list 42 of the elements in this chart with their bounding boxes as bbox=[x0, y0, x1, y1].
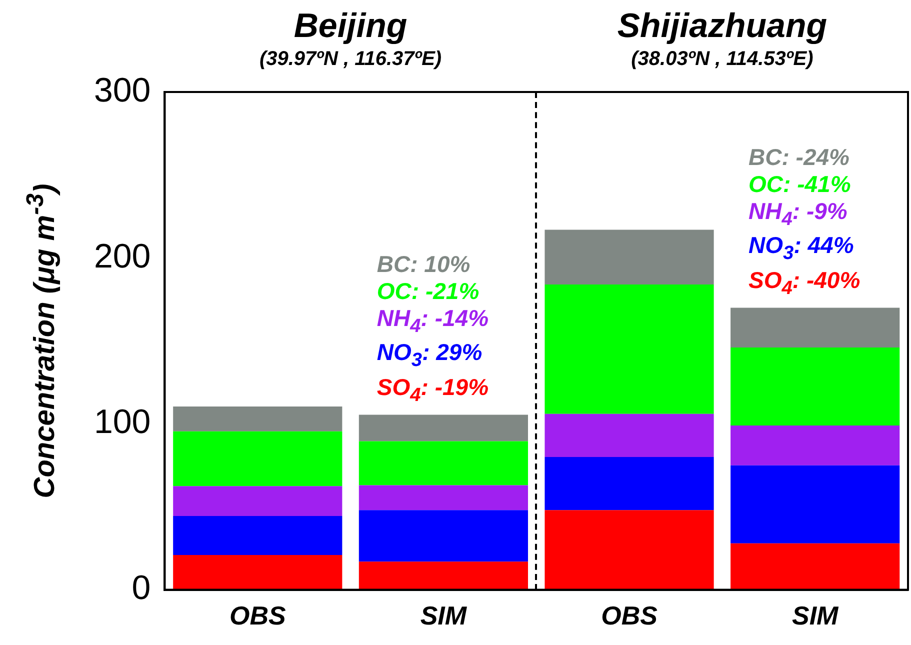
y-tick-label: 100 bbox=[94, 403, 151, 442]
x-tick-label: OBS bbox=[601, 600, 658, 631]
text: (39.97ºN , 116.37ºE) bbox=[259, 47, 442, 72]
annotation: OC: -41% bbox=[748, 170, 852, 198]
bar bbox=[544, 510, 714, 590]
y-tick-label: 300 bbox=[94, 71, 151, 110]
annotation: NH$_{4}$: -9% bbox=[748, 198, 848, 232]
annotation: OC: -21% bbox=[376, 278, 480, 305]
bar bbox=[173, 431, 342, 486]
annotation: SO$_{4}$: -40% bbox=[748, 267, 860, 301]
bar bbox=[173, 516, 342, 555]
bar bbox=[730, 465, 900, 544]
bar bbox=[358, 562, 528, 590]
bar bbox=[173, 406, 342, 432]
annotation: NH$_{4}$: -14% bbox=[376, 304, 489, 339]
annotation: BC: -24% bbox=[748, 144, 850, 171]
y-tick-label: 0 bbox=[132, 569, 151, 608]
text: Shijiazhuang bbox=[617, 6, 828, 46]
bar bbox=[730, 348, 900, 426]
bar bbox=[544, 414, 714, 458]
annotation: SO$_{4}$: -19% bbox=[376, 374, 489, 408]
bar bbox=[730, 426, 900, 466]
bar bbox=[173, 486, 342, 516]
x-tick-label: SIM bbox=[420, 600, 468, 631]
bar bbox=[173, 554, 342, 590]
bar bbox=[730, 543, 900, 590]
bar bbox=[358, 414, 528, 442]
bar bbox=[358, 485, 528, 510]
text: (38.03ºN , 114.53ºE) bbox=[630, 47, 814, 72]
x-tick-label: SIM bbox=[792, 600, 840, 631]
y-tick-label: 200 bbox=[94, 237, 151, 276]
text: Beijing bbox=[292, 6, 408, 46]
annotation: NO$_{3}$: 44% bbox=[748, 232, 855, 266]
bar bbox=[544, 457, 714, 510]
bar bbox=[544, 230, 714, 284]
x-tick-label: OBS bbox=[229, 600, 286, 631]
bar bbox=[544, 284, 714, 414]
bar bbox=[358, 510, 528, 562]
annotation: NO$_{3}$: 29% bbox=[376, 340, 484, 374]
annotation: BC: 10% bbox=[376, 250, 472, 278]
bar bbox=[358, 441, 528, 486]
bar bbox=[730, 308, 900, 348]
